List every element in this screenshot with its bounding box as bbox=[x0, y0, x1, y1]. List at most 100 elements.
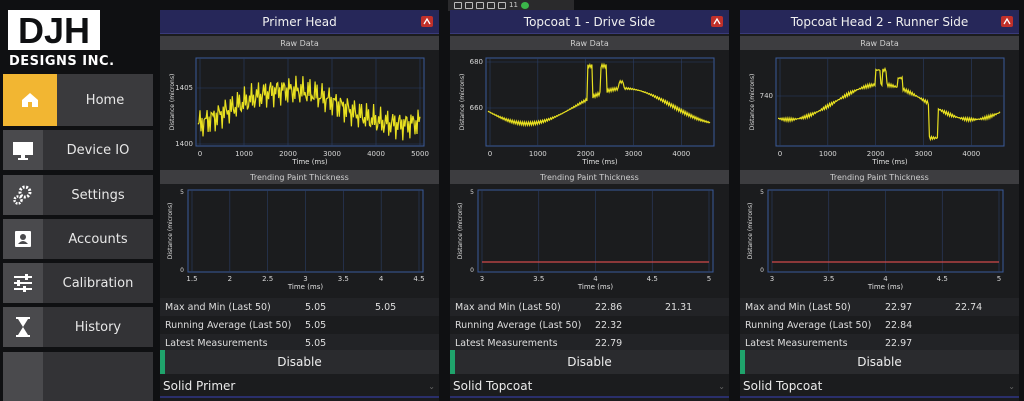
material-select[interactable]: Solid Topcoat ⌄ bbox=[740, 376, 1019, 398]
signal-icon[interactable] bbox=[421, 16, 433, 27]
latest-label: Latest Measurements bbox=[455, 337, 558, 349]
sidebar-item-label bbox=[43, 352, 153, 401]
trend-chart: 3 3.5 4 4.5 5 0 5 Time (ms) Distance (microns) bbox=[747, 189, 1004, 291]
enabled-indicator bbox=[160, 350, 165, 374]
sidebar-item-settings[interactable]: Settings bbox=[3, 175, 153, 215]
average-label: Running Average (Last 50) bbox=[165, 319, 292, 331]
sidebar-item-calibration[interactable]: Calibration bbox=[3, 263, 153, 303]
sidebar-item-accounts[interactable]: Accounts bbox=[3, 219, 153, 259]
sidebar-item-label: Accounts bbox=[43, 219, 153, 259]
tick-label-x: 1000 bbox=[235, 150, 253, 158]
x-axis-label: Time (ms) bbox=[287, 283, 324, 291]
tick-label-y: 5 bbox=[760, 189, 764, 196]
panel-header: Topcoat 1 - Drive Side bbox=[450, 10, 729, 34]
stats-table: Max and Min (Last 50) 22.86 21.31 Running … bbox=[450, 298, 729, 352]
tick-label-x: 2 bbox=[228, 275, 232, 283]
disable-button[interactable]: Disable bbox=[450, 350, 729, 374]
hourglass-icon bbox=[3, 307, 43, 347]
tick-label-x: 3000 bbox=[625, 150, 643, 158]
tick-label-y: 660 bbox=[470, 104, 483, 112]
stats-table: Max and Min (Last 50) 22.97 22.74 Running … bbox=[740, 298, 1019, 352]
tick-label-x: 4.5 bbox=[647, 275, 658, 283]
tray-icon[interactable] bbox=[465, 2, 473, 9]
table-row: Latest Measurements 22.97 bbox=[740, 334, 1019, 352]
raw-data-chart: 0 1000 2000 3000 4000 680 660 Time (ms) Distance… bbox=[459, 57, 715, 166]
sidebar-item-device-io[interactable]: Device IO bbox=[3, 130, 153, 170]
trend-label: Trending Paint Thickness bbox=[450, 170, 729, 184]
max-value: 22.86 bbox=[595, 301, 623, 313]
max-value: 22.97 bbox=[885, 301, 913, 313]
tray-icon[interactable] bbox=[487, 2, 495, 9]
tick-label-x: 4000 bbox=[962, 150, 980, 158]
raw-data-label: Raw Data bbox=[450, 36, 729, 50]
max-min-label: Max and Min (Last 50) bbox=[455, 301, 561, 313]
sidebar-item-home[interactable]: Home bbox=[3, 74, 153, 126]
material-select[interactable]: Solid Primer ⌄ bbox=[160, 376, 439, 398]
panel-header: Primer Head bbox=[160, 10, 439, 34]
table-row: Max and Min (Last 50) 22.97 22.74 bbox=[740, 298, 1019, 316]
tray-icon[interactable] bbox=[498, 2, 506, 9]
sidebar-item-label: Device IO bbox=[43, 130, 153, 170]
raw-data-chart: 0 1000 2000 3000 4000 5000 1400 1405 Time (ms) Di… bbox=[169, 57, 429, 166]
material-select[interactable]: Solid Topcoat ⌄ bbox=[450, 376, 729, 398]
table-row: Latest Measurements 5.05 bbox=[160, 334, 439, 352]
y-axis-label: Distance (microns) bbox=[747, 203, 754, 260]
signal-icon[interactable] bbox=[1001, 16, 1013, 27]
trend-chart: 3 3.5 4 4.5 5 0 5 Time (ms) Distance (microns) bbox=[457, 189, 714, 291]
panel-header: Topcoat Head 2 - Runner Side bbox=[740, 10, 1019, 34]
trend-chart: 1.5 2 2.5 3 3.5 4 4.5 0 5 Time (ms) Distance (micr… bbox=[167, 189, 425, 291]
panel-title: Topcoat Head 2 - Runner Side bbox=[790, 14, 969, 29]
y-axis-label: Distance (microns) bbox=[457, 203, 464, 260]
tray-icon[interactable] bbox=[476, 2, 484, 9]
raw-data-label: Raw Data bbox=[160, 36, 439, 50]
tick-label-x: 4.5 bbox=[413, 275, 424, 283]
x-axis-label: Time (ms) bbox=[291, 158, 328, 166]
enabled-indicator bbox=[740, 350, 745, 374]
raw-data-series bbox=[197, 75, 421, 141]
signal-icon[interactable] bbox=[711, 16, 723, 27]
tick-label-x: 2000 bbox=[279, 150, 297, 158]
disable-button[interactable]: Disable bbox=[740, 350, 1019, 374]
tick-label-x: 3 bbox=[480, 275, 484, 283]
djh-logo-mark: DJH bbox=[8, 10, 100, 50]
disable-button[interactable]: Disable bbox=[160, 350, 439, 374]
tick-label-y: 0 bbox=[180, 267, 184, 274]
disable-label: Disable bbox=[857, 355, 902, 369]
stats-table: Max and Min (Last 50) 5.05 5.05 Running Av… bbox=[160, 298, 439, 352]
raw-data-series bbox=[487, 62, 711, 128]
sidebar-item-blank[interactable] bbox=[3, 352, 153, 401]
average-label: Running Average (Last 50) bbox=[455, 319, 582, 331]
tick-label-x: 3000 bbox=[323, 150, 341, 158]
tick-label-x: 1000 bbox=[819, 150, 837, 158]
tick-label-x: 4000 bbox=[367, 150, 385, 158]
average-label: Running Average (Last 50) bbox=[745, 319, 872, 331]
brand-logo: DJH DESIGNS INC. bbox=[0, 0, 155, 72]
average-value: 22.84 bbox=[885, 319, 913, 331]
tick-label-x: 4000 bbox=[672, 150, 690, 158]
max-min-label: Max and Min (Last 50) bbox=[745, 301, 851, 313]
sidebar-item-history[interactable]: History bbox=[3, 307, 153, 347]
tick-label-y: 5 bbox=[470, 189, 474, 196]
sidebar-item-label: History bbox=[43, 307, 153, 347]
y-axis-label: Distance (microns) bbox=[459, 74, 466, 131]
tick-label-x: 3 bbox=[303, 275, 307, 283]
max-min-label: Max and Min (Last 50) bbox=[165, 301, 271, 313]
y-axis-label: Distance (microns) bbox=[169, 74, 176, 131]
x-axis-label: Time (ms) bbox=[581, 158, 618, 166]
tick-label-x: 3.5 bbox=[338, 275, 349, 283]
tray-icon[interactable] bbox=[454, 2, 462, 9]
tick-label-y: 0 bbox=[760, 267, 764, 274]
tick-label-x: 4 bbox=[593, 275, 598, 283]
tick-label-x: 0 bbox=[778, 150, 782, 158]
x-axis-label: Time (ms) bbox=[577, 283, 614, 291]
tick-label-x: 5 bbox=[707, 275, 711, 283]
table-row: Running Average (Last 50) 22.32 bbox=[450, 316, 729, 334]
min-value: 5.05 bbox=[375, 301, 397, 313]
enabled-indicator bbox=[450, 350, 455, 374]
tick-label-x: 3000 bbox=[915, 150, 933, 158]
sliders-icon bbox=[3, 263, 43, 303]
home-icon bbox=[3, 74, 57, 126]
brand-subtitle: DESIGNS INC. bbox=[9, 54, 115, 69]
tick-label-x: 2000 bbox=[867, 150, 885, 158]
